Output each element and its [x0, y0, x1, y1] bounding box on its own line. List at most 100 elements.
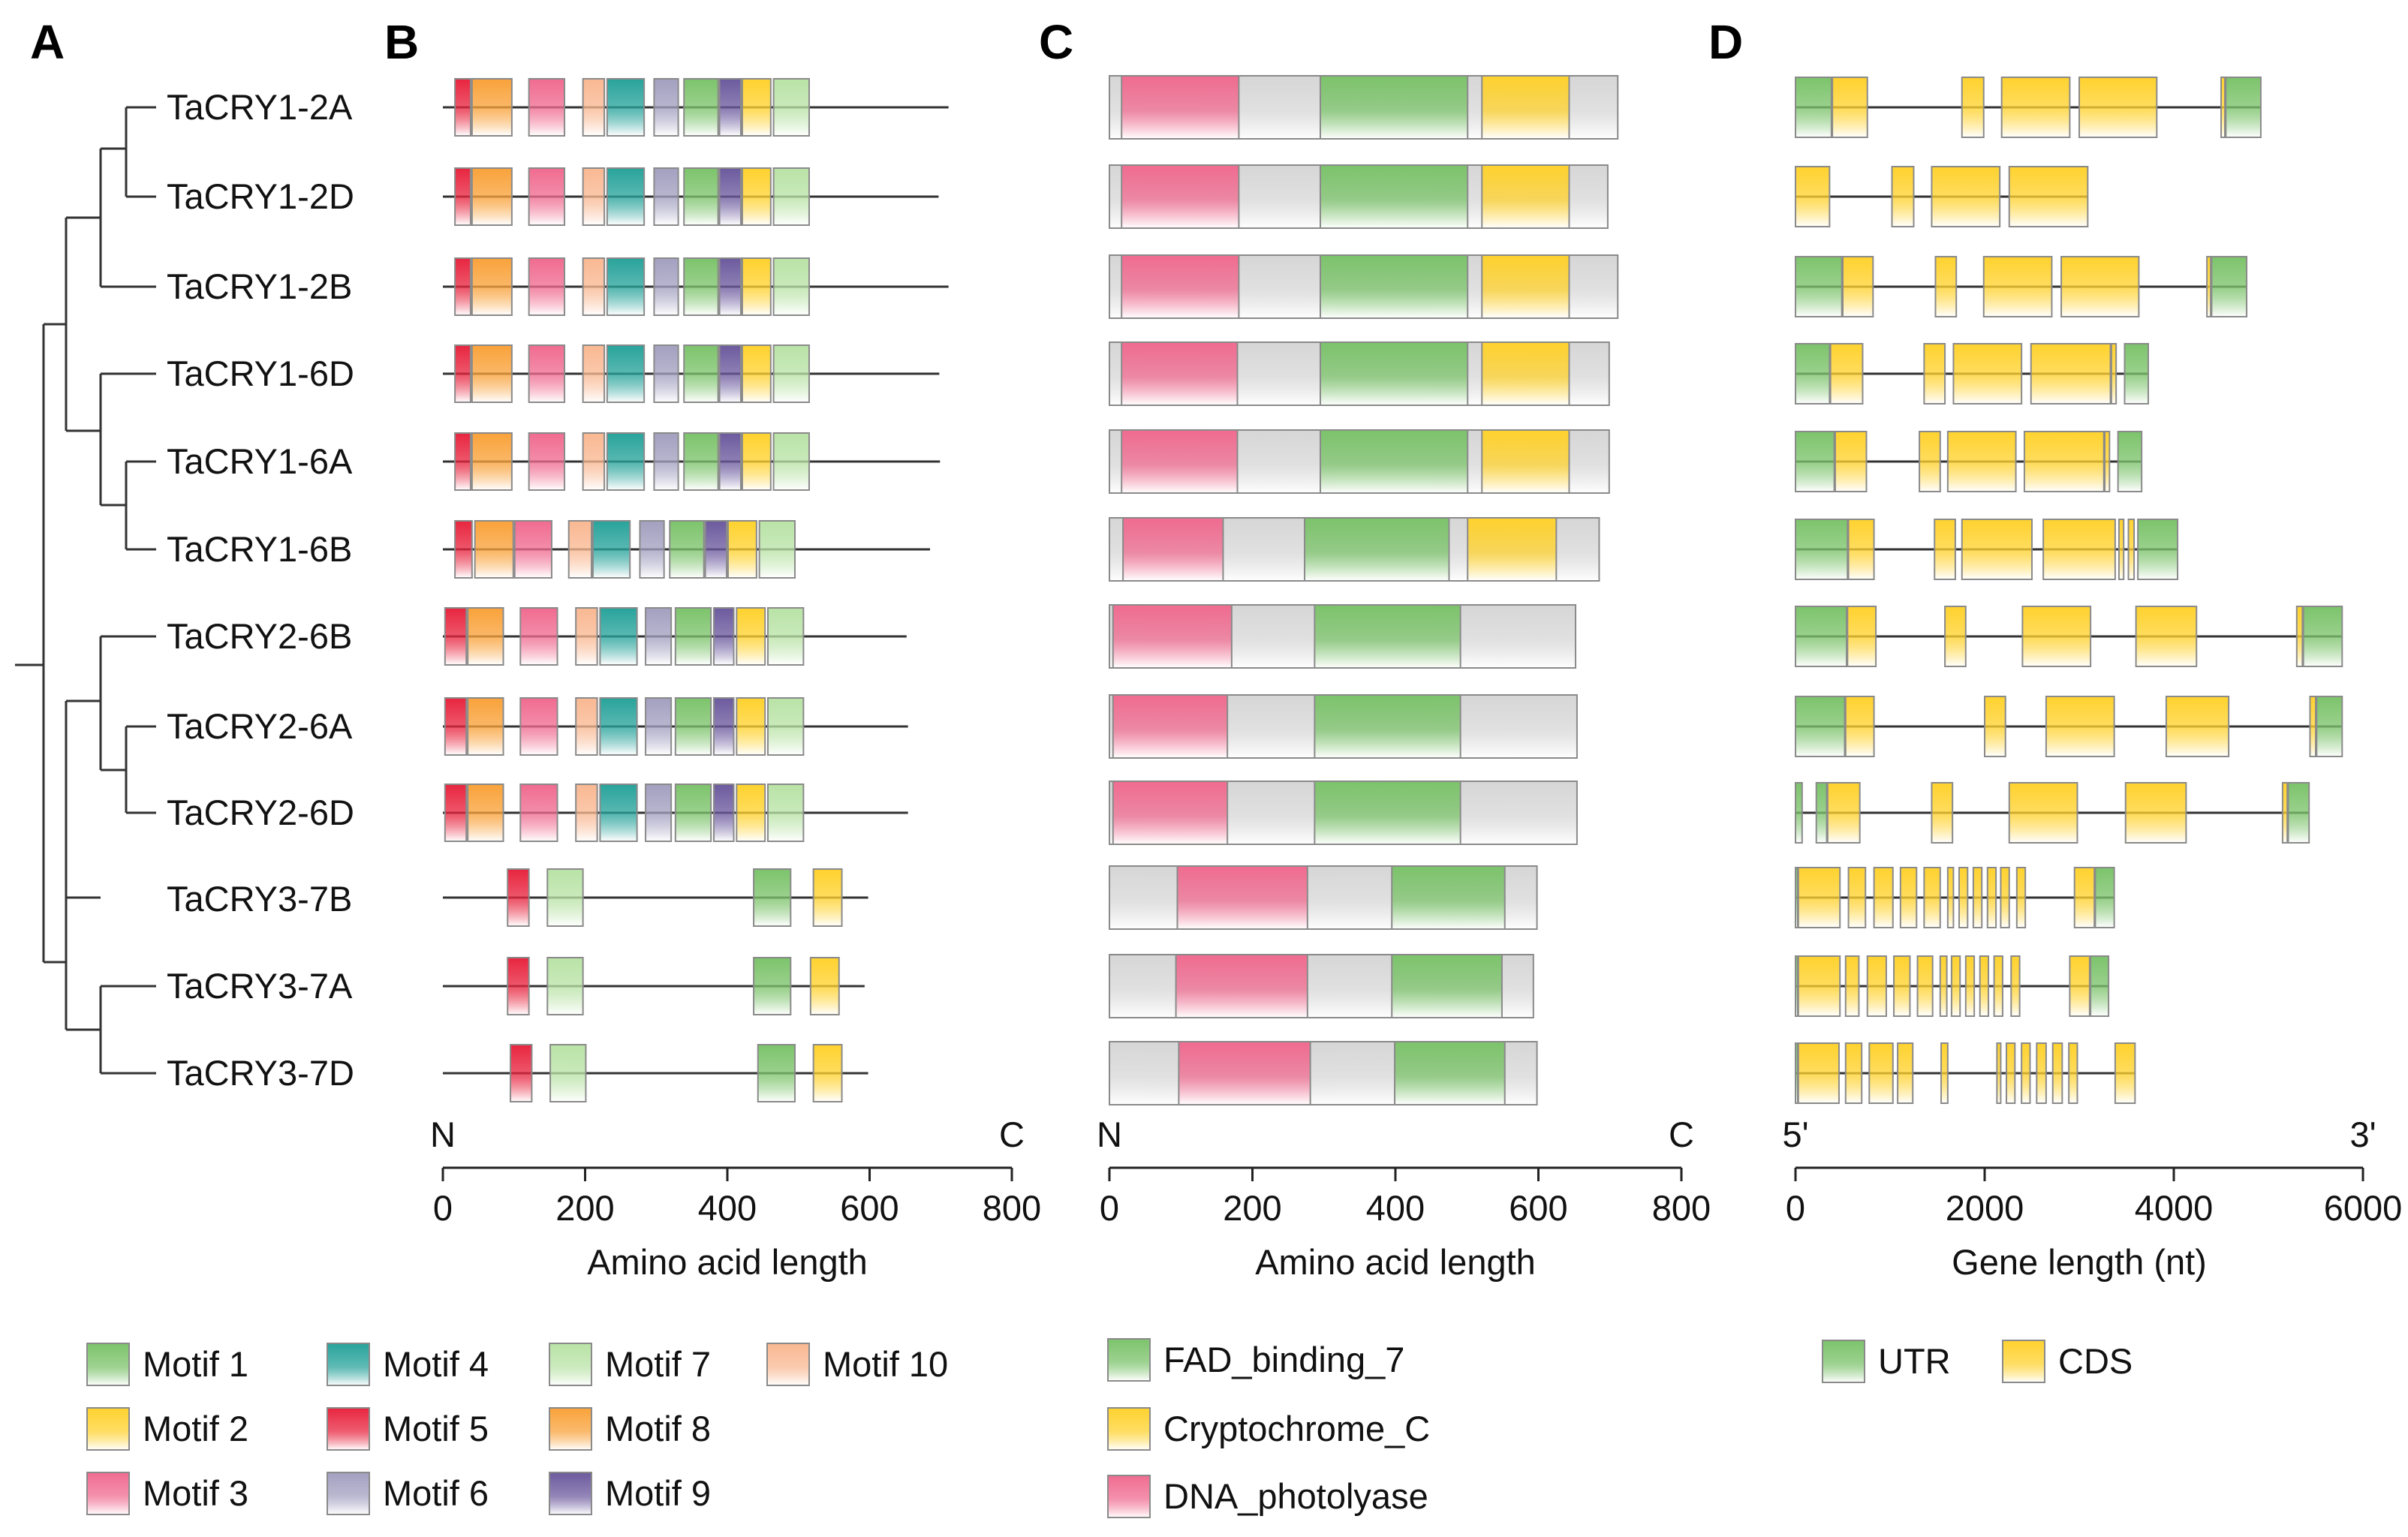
cds-box: [1844, 1042, 1863, 1104]
motif-box-motif5: [444, 784, 468, 842]
legend-label: Motif 2: [143, 1409, 248, 1448]
cds-box: [2021, 1042, 2031, 1104]
cds-box: [1873, 867, 1894, 928]
domain-box-dna: [1121, 254, 1240, 319]
cds-box: [1797, 955, 1841, 1017]
motif-box-motif7: [767, 784, 805, 842]
cds-box: [1795, 166, 1831, 227]
domain-box-fad: [1319, 429, 1469, 494]
utr-box: [1795, 519, 1849, 580]
utr-box: [1795, 867, 1798, 928]
motif-box-motif9: [704, 520, 728, 579]
gene-structure-panel: [1795, 77, 2343, 1104]
x-axis-label: Amino acid length: [1255, 1242, 1536, 1282]
motif-box-motif6: [645, 784, 673, 842]
cds-box: [1923, 867, 1941, 928]
gene-labels: TaCRY1-2A TaCRY1-2D TaCRY1-2B TaCRY1-6D …: [167, 87, 354, 1093]
cds-box: [2124, 782, 2187, 844]
panel-letter-b: B: [384, 15, 419, 69]
legend-label: Motif 10: [823, 1344, 948, 1384]
motif-row: [443, 257, 949, 316]
gene-structure-row: [1795, 867, 2115, 928]
cds-box: [1897, 1042, 1914, 1104]
motif-row: [443, 784, 908, 842]
cds-box: [2010, 955, 2021, 1017]
utr-box: [1815, 782, 1828, 844]
motif-box-motif5: [507, 957, 530, 1015]
tick-label: 400: [698, 1188, 757, 1228]
cds-box: [2220, 77, 2226, 138]
legend-label: Motif 9: [605, 1473, 711, 1513]
cds-box: [2110, 343, 2118, 405]
cds-box: [1972, 867, 1983, 928]
domain-box-fad: [1319, 75, 1469, 140]
utr-box: [2211, 256, 2248, 317]
utr-box: [2287, 782, 2310, 844]
domain-box-dna: [1176, 865, 1308, 930]
motif-row: [443, 432, 941, 491]
legend-item: Motif 2: [86, 1407, 248, 1451]
motif-box-motif5: [454, 78, 471, 137]
motif-box-motif4: [606, 344, 646, 403]
motif-box-motif6: [653, 344, 679, 403]
cds-box: [2060, 256, 2140, 317]
domain-row: [1109, 75, 1619, 140]
gene-label: TaCRY2-6B: [167, 616, 352, 656]
motif-box-motif6: [645, 607, 673, 666]
cds-box: [1844, 696, 1875, 757]
cds-box: [1916, 955, 1934, 1017]
utr-box: [2124, 343, 2149, 405]
cds-box: [1986, 867, 1997, 928]
motif-box-motif1: [757, 1044, 796, 1102]
legend-swatch: [549, 1343, 592, 1386]
motif-box-motif2: [741, 432, 772, 491]
cds-box: [1931, 166, 2001, 227]
motif-box-motif2: [809, 957, 840, 1015]
motif-box-motif3: [528, 257, 566, 316]
gene-structure-row: [1795, 519, 2179, 580]
domain-box-crypto: [1481, 254, 1570, 319]
motif-box-motif2: [812, 1044, 843, 1102]
motif-box-motif1: [683, 257, 719, 316]
cds-box: [2030, 343, 2112, 405]
motif-box-motif7: [772, 78, 810, 137]
x-axis-label: Amino acid length: [587, 1242, 868, 1282]
legend-swatch: [86, 1343, 130, 1386]
domain-box-crypto: [1467, 517, 1558, 582]
motif-box-motif1: [674, 697, 712, 756]
tick-label: 800: [983, 1188, 1041, 1228]
legend-item: Motif 7: [549, 1343, 711, 1386]
axis-domain-panel: 0 200 400 600 800 N C Amino acid length: [1097, 1114, 1711, 1282]
motif-box-motif3: [528, 432, 566, 491]
motif-box-motif5: [454, 257, 471, 316]
motif-box-motif8: [471, 344, 513, 403]
legend-item: DNA_photolyase: [1107, 1475, 1428, 1518]
legend-swatch: [549, 1472, 592, 1515]
cds-box: [1797, 1042, 1840, 1104]
domain-row: [1109, 954, 1534, 1018]
cds-box: [1931, 782, 1954, 844]
cds-box: [2069, 955, 2090, 1017]
legend-label: CDS: [2058, 1341, 2133, 1381]
legend-swatch: [2002, 1340, 2045, 1383]
motif-box-motif10: [582, 167, 606, 226]
legend-label: Motif 8: [605, 1409, 711, 1448]
domain-box-fad: [1391, 954, 1503, 1018]
legend-label: Motif 7: [605, 1344, 711, 1384]
motif-row: [443, 78, 949, 137]
motif-box-motif2: [741, 344, 772, 403]
motif-box-motif10: [582, 257, 606, 316]
motif-box-motif9: [718, 78, 742, 137]
motif-box-motif8: [467, 607, 504, 666]
motif-box-motif2: [741, 257, 772, 316]
tick-label: 600: [840, 1188, 898, 1228]
legend-item: Motif 8: [549, 1407, 711, 1451]
motif-box-motif6: [645, 697, 673, 756]
motif-box-motif7: [772, 344, 810, 403]
cds-box: [1834, 431, 1868, 492]
motif-box-motif1: [683, 78, 719, 137]
utr-box: [2302, 606, 2343, 667]
motif-box-motif7: [767, 607, 805, 666]
gene-structure-row: [1795, 77, 2262, 138]
domain-box-crypto: [1481, 429, 1570, 494]
